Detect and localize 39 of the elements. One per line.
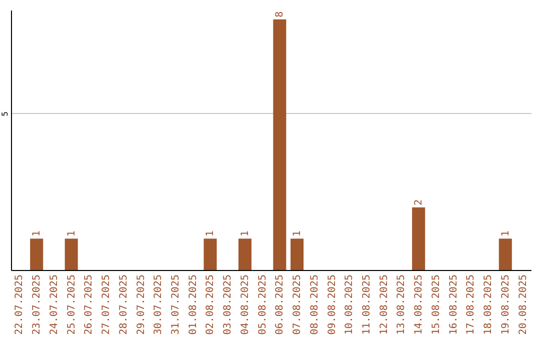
x-tick-label: 14.08.2025 [414, 274, 425, 335]
data-label: 2 [414, 199, 425, 206]
data-label: 1 [205, 230, 216, 237]
x-tick-label: 13.08.2025 [396, 274, 408, 335]
x-tick-label: 30.07.2025 [153, 274, 164, 335]
data-label: 1 [240, 230, 251, 237]
x-tick-label: 07.08.2025 [292, 274, 304, 335]
x-tick-label: 12.08.2025 [378, 274, 390, 335]
x-tick-label: 16.08.2025 [448, 274, 460, 335]
x-tick-label: 03.08.2025 [222, 274, 234, 335]
data-label: 1 [32, 230, 43, 237]
x-tick-label: 28.07.2025 [118, 274, 130, 335]
x-tick-label: 15.08.2025 [430, 274, 442, 335]
x-tick-label: 31.07.2025 [170, 274, 182, 335]
x-tick-label: 09.08.2025 [326, 274, 338, 335]
x-tick-label: 10.08.2025 [344, 274, 356, 335]
x-tick-label: 29.07.2025 [136, 274, 147, 335]
x-tick-label: 27.07.2025 [101, 274, 112, 335]
x-tick-label: 25.07.2025 [66, 274, 78, 335]
data-label: 8 [274, 11, 286, 18]
x-tick-label: 24.07.2025 [48, 274, 60, 335]
x-tick-label: 17.08.2025 [466, 274, 477, 335]
x-tick-label: 22.07.2025 [14, 274, 26, 335]
x-tick-label: 11.08.2025 [361, 274, 372, 335]
x-tick-label: 01.08.2025 [188, 274, 199, 335]
x-tick-label: 05.08.2025 [257, 274, 268, 335]
x-tick-label: 26.07.2025 [84, 274, 95, 335]
x-tick-label: 06.08.2025 [274, 274, 286, 335]
x-tick-label: 08.08.2025 [309, 274, 320, 335]
x-tick-label: 23.07.2025 [32, 274, 43, 335]
data-label: 1 [66, 230, 78, 237]
x-tick-label: 19.08.2025 [500, 274, 512, 335]
data-label: 1 [500, 230, 512, 237]
x-tick-label: 18.08.2025 [483, 274, 494, 335]
x-tick-label: 04.08.2025 [240, 274, 251, 335]
x-tick-label: 02.08.2025 [205, 274, 216, 335]
x-tick-label: 20.08.2025 [518, 274, 529, 335]
y-tick-label: 5 [0, 111, 10, 116]
data-label: 1 [292, 230, 304, 237]
